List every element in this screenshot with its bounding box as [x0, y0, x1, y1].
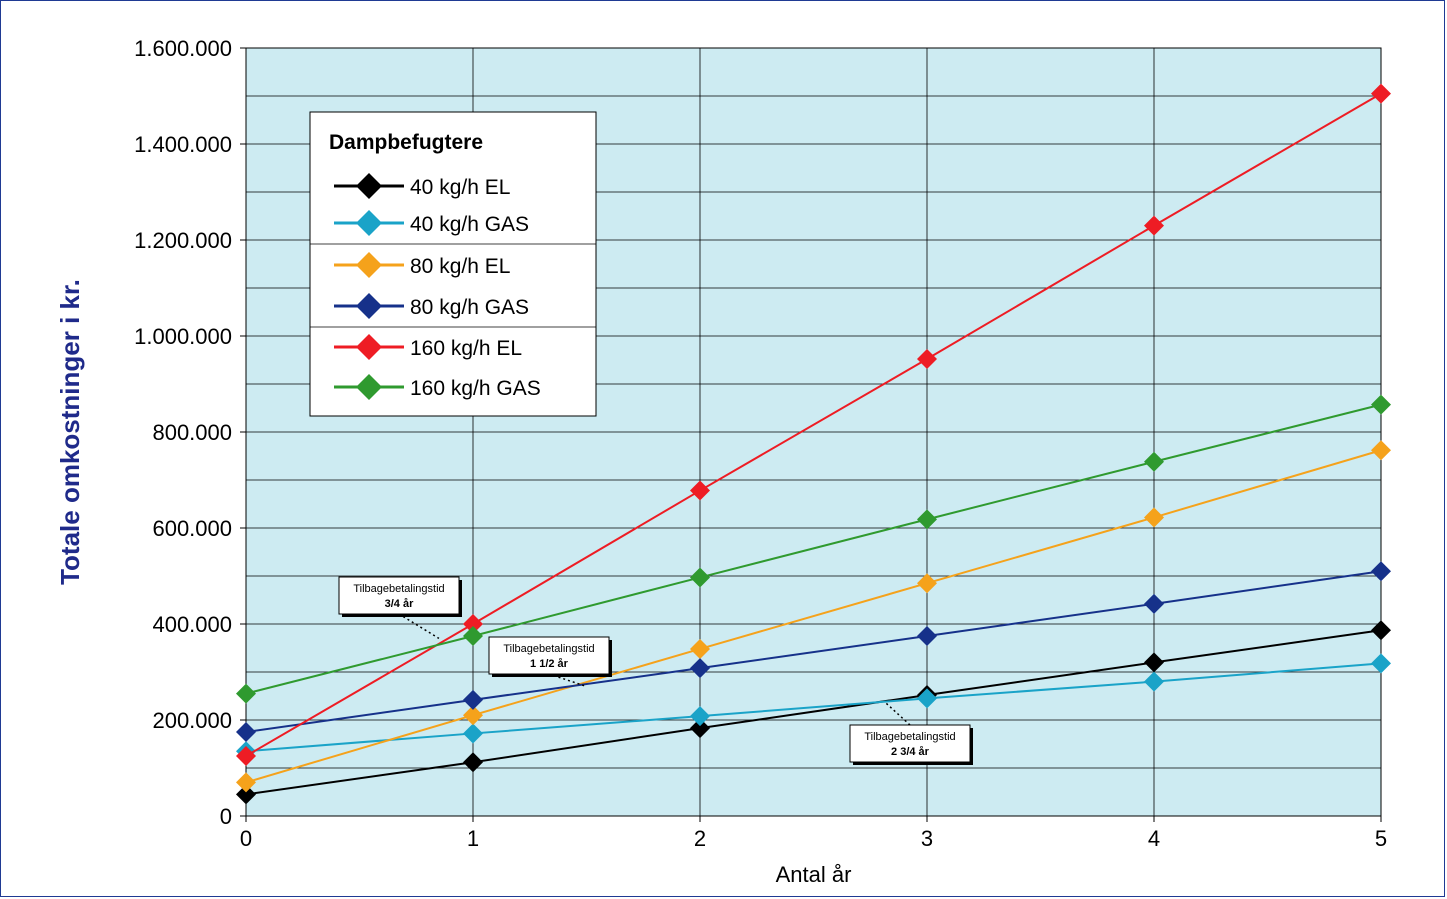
- data-point: [1144, 451, 1164, 472]
- legend-label: 160 kg/h EL: [410, 337, 522, 360]
- annotation-box: [338, 576, 460, 615]
- data-point: [917, 573, 937, 594]
- data-point: [463, 723, 483, 744]
- y-tick-label: 1.600.000: [134, 36, 232, 61]
- legend-item: 40 kg/h GAS: [334, 210, 529, 236]
- data-point: [236, 722, 256, 742]
- annotation-label: Tilbagebetalingstid: [353, 583, 444, 595]
- data-point: [1371, 394, 1391, 415]
- annotation-leader: [885, 702, 911, 726]
- data-point: [463, 614, 483, 634]
- y-tick-label: 1.400.000: [134, 132, 232, 157]
- data-point: [1371, 440, 1391, 461]
- data-point: [463, 626, 483, 646]
- data-point: [1371, 620, 1391, 641]
- y-tick-label: 400.000: [152, 612, 232, 637]
- data-point: [917, 626, 937, 646]
- legend-label: 40 kg/h EL: [410, 176, 510, 199]
- annotation-box: [488, 636, 610, 675]
- x-axis-title: Antal år: [776, 862, 852, 887]
- data-point: [690, 638, 710, 659]
- data-point: [236, 772, 256, 793]
- data-point: [917, 349, 937, 370]
- data-point: [1371, 83, 1391, 104]
- y-tick-label: 1.000.000: [134, 324, 232, 349]
- legend-item: 80 kg/h GAS: [334, 293, 529, 319]
- data-point: [690, 567, 710, 588]
- data-point: [236, 784, 256, 805]
- data-point: [1371, 561, 1391, 582]
- axes: 0 200.000 400.000 600.000 800.000 1.000.000 1.…: [134, 36, 1387, 851]
- legend-marker: [356, 252, 382, 278]
- legend-label: 80 kg/h GAS: [410, 296, 529, 319]
- series-line: [245, 662, 1382, 753]
- annotation-value: 1 1/2 år: [530, 658, 569, 670]
- series-4: [236, 83, 1391, 766]
- data-point: [690, 658, 710, 679]
- series-3: [236, 561, 1391, 742]
- data-point: [236, 746, 256, 766]
- data-point: [1144, 215, 1164, 236]
- data-point: [1144, 652, 1164, 673]
- series-5: [236, 394, 1391, 704]
- annotation-label: Tilbagebetalingstid: [864, 731, 955, 743]
- y-tick-label: 0: [220, 804, 232, 829]
- legend-item: 80 kg/h EL: [334, 252, 510, 278]
- x-tick-label: 0: [240, 826, 252, 851]
- legend-label: 40 kg/h GAS: [410, 213, 529, 236]
- series-lines: [236, 83, 1391, 805]
- legend-item: 40 kg/h EL: [334, 173, 510, 199]
- series-line: [245, 403, 1382, 695]
- data-point: [917, 688, 937, 709]
- legend-item: 160 kg/h GAS: [334, 374, 541, 400]
- data-point: [690, 706, 710, 727]
- y-tick-label: 800.000: [152, 420, 232, 445]
- payback-annotation: Tilbagebetalingstid 2 3/4 år: [849, 702, 973, 765]
- legend-label: 160 kg/h GAS: [410, 377, 541, 400]
- y-axis-title: Totale omkostninger i kr.: [55, 279, 85, 585]
- data-point: [917, 509, 937, 530]
- legend-marker: [356, 210, 382, 236]
- legend-marker: [356, 293, 382, 319]
- data-point: [690, 480, 710, 501]
- x-tick-label: 3: [921, 826, 933, 851]
- y-tick-label: 200.000: [152, 708, 232, 733]
- annotation-value: 3/4 år: [385, 598, 414, 610]
- data-point: [1371, 653, 1391, 674]
- x-tick-label: 5: [1375, 826, 1387, 851]
- data-point: [463, 752, 483, 773]
- legend-marker: [356, 374, 382, 400]
- legend-item: 160 kg/h EL: [334, 334, 522, 360]
- legend-title: Dampbefugtere: [329, 131, 483, 154]
- data-point: [1144, 593, 1164, 614]
- x-tick-label: 4: [1148, 826, 1160, 851]
- data-point: [690, 718, 710, 739]
- data-point: [463, 689, 483, 710]
- legend-marker: [356, 334, 382, 360]
- data-point: [463, 705, 483, 726]
- series-line: [245, 629, 1382, 796]
- y-tick-label: 1.200.000: [134, 228, 232, 253]
- series-line: [245, 449, 1382, 784]
- legend-label: 80 kg/h EL: [410, 255, 510, 278]
- series-2: [236, 440, 1391, 793]
- legend-marker: [356, 173, 382, 199]
- annotation-label: Tilbagebetalingstid: [503, 643, 594, 655]
- series-line: [245, 570, 1382, 733]
- x-tick-label: 2: [694, 826, 706, 851]
- x-tick-label: 1: [467, 826, 479, 851]
- data-point: [1144, 507, 1164, 528]
- data-point: [1144, 671, 1164, 692]
- payback-annotation: Tilbagebetalingstid 3/4 år: [338, 576, 462, 640]
- y-tick-label: 600.000: [152, 516, 232, 541]
- legend: Dampbefugtere 40 kg/h EL 40 kg/h GAS 80 kg/…: [309, 111, 597, 417]
- data-point: [236, 683, 256, 704]
- annotation-box: [849, 724, 971, 763]
- payback-annotation: Tilbagebetalingstid 1 1/2 år: [488, 636, 612, 688]
- annotation-value: 2 3/4 år: [891, 746, 930, 758]
